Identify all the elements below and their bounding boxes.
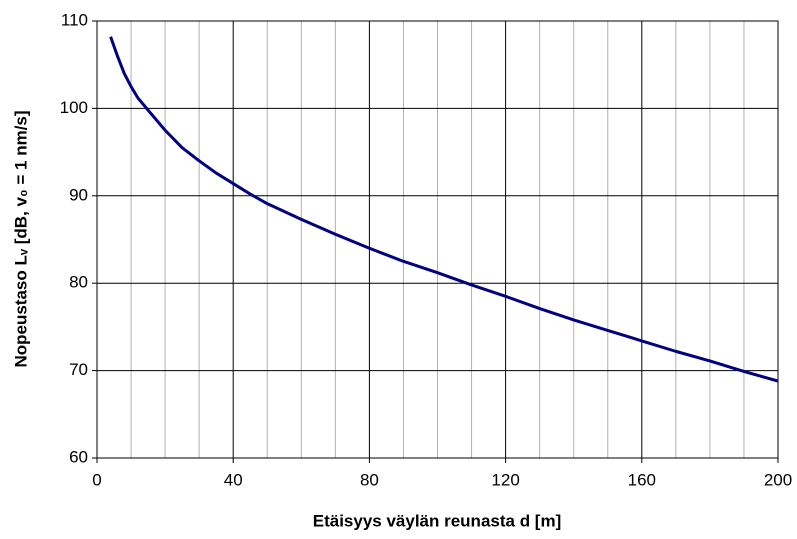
y-tick-label: 70 xyxy=(69,360,88,379)
x-tick-label: 80 xyxy=(360,470,379,489)
x-tick-label: 40 xyxy=(224,470,243,489)
data-line xyxy=(109,36,779,383)
x-tick-label: 0 xyxy=(92,470,101,489)
x-tick-label: 120 xyxy=(491,470,519,489)
x-tick-label: 160 xyxy=(628,470,656,489)
x-axis-label: Etäisyys väylän reunasta d [m] xyxy=(313,511,562,530)
x-tick-label: 200 xyxy=(764,470,792,489)
y-tick-label: 90 xyxy=(69,185,88,204)
y-tick-label: 100 xyxy=(60,98,88,117)
y-tick-label: 110 xyxy=(61,10,88,29)
plot-border xyxy=(96,20,779,459)
y-tick-label: 80 xyxy=(69,273,88,292)
y-tick-label: 60 xyxy=(69,447,88,466)
y-axis-label: Nopeustaso Lᵥ [dB, v₀ = 1 nm/s] xyxy=(11,110,30,367)
